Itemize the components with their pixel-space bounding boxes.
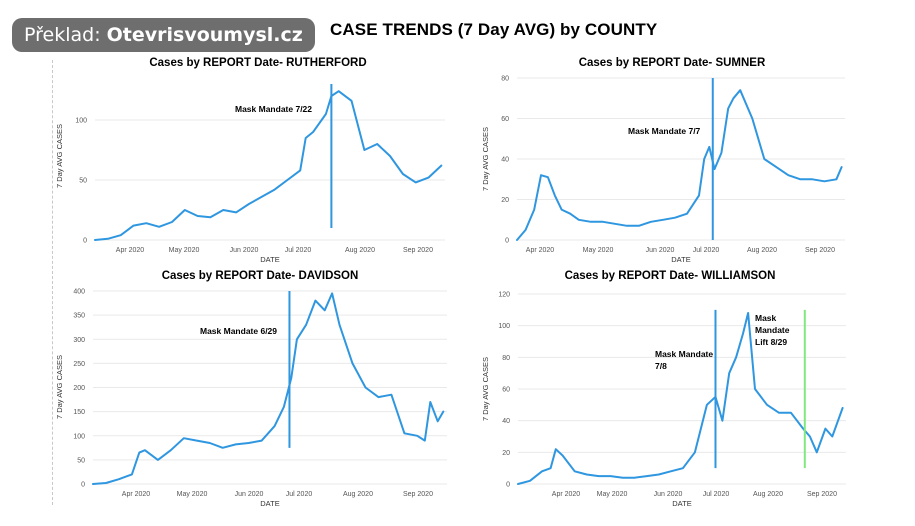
y-tick-label: 100 [73, 433, 85, 440]
y-tick-label: 40 [501, 157, 509, 164]
badge-site: Otevrisvoumysl.cz [106, 24, 303, 46]
x-tick-label: Jun 2020 [235, 491, 264, 498]
y-tick-label: 0 [506, 482, 510, 489]
x-tick-label: Apr 2020 [552, 491, 581, 498]
page-title: CASE TRENDS (7 Day AVG) by COUNTY [330, 20, 658, 39]
x-tick-label: Jul 2020 [285, 247, 312, 254]
x-axis-label: DATE [260, 499, 279, 508]
x-tick-label: Sep 2020 [807, 491, 837, 498]
y-tick-label: 20 [502, 450, 510, 457]
x-tick-label: May 2020 [177, 491, 208, 498]
y-tick-label: 120 [498, 292, 510, 299]
divider [52, 60, 53, 505]
x-tick-label: Apr 2020 [122, 491, 151, 498]
y-tick-label: 50 [77, 457, 85, 464]
x-tick-label: Aug 2020 [345, 247, 375, 254]
x-tick-label: Aug 2020 [343, 491, 373, 498]
annotation-label: Mask Mandate 7/8 [655, 349, 713, 371]
translation-badge: Překlad: Otevrisvoumysl.cz [12, 18, 315, 52]
x-tick-label: Sep 2020 [403, 491, 433, 498]
y-tick-label: 400 [73, 289, 85, 296]
y-tick-label: 350 [73, 313, 85, 320]
chart-title: Cases by REPORT Date- RUTHERFORD [149, 57, 366, 69]
x-tick-label: May 2020 [597, 491, 628, 498]
y-tick-label: 250 [73, 361, 85, 368]
annotation-label: Mask Mandate 6/29 [200, 326, 277, 336]
y-tick-label: 300 [73, 337, 85, 344]
y-tick-label: 40 [502, 418, 510, 425]
x-tick-label: Apr 2020 [116, 247, 145, 254]
series-line [94, 90, 443, 241]
y-tick-label: 100 [75, 118, 87, 125]
y-tick-label: 50 [79, 178, 87, 185]
series-line [516, 89, 843, 241]
chart-title: Cases by REPORT Date- WILLIAMSON [565, 270, 776, 282]
x-tick-label: Jun 2020 [646, 247, 675, 254]
x-tick-label: Jul 2020 [286, 491, 313, 498]
chart-title: Cases by REPORT Date- SUMNER [579, 57, 766, 69]
x-tick-label: Aug 2020 [753, 491, 783, 498]
y-tick-label: 80 [502, 355, 510, 362]
x-tick-label: Jun 2020 [230, 247, 259, 254]
y-tick-label: 80 [501, 76, 509, 83]
badge-prefix: Překlad: [24, 24, 101, 46]
x-tick-label: May 2020 [583, 247, 614, 254]
annotation-label: Mask Mandate 7/7 [628, 126, 701, 136]
y-tick-label: 60 [501, 116, 509, 123]
y-axis-label: 7 Day AVG CASES [55, 124, 64, 188]
y-tick-label: 200 [73, 385, 85, 392]
x-tick-label: Sep 2020 [805, 247, 835, 254]
y-axis-label: 7 Day AVG CASES [481, 127, 490, 191]
series-line [92, 292, 445, 485]
y-axis-label: 7 Day AVG CASES [481, 357, 490, 421]
x-axis-label: DATE [260, 255, 279, 264]
x-tick-label: Aug 2020 [747, 247, 777, 254]
x-axis-label: DATE [672, 499, 691, 508]
y-axis-label: 7 Day AVG CASES [55, 355, 64, 419]
x-tick-label: Jul 2020 [693, 247, 720, 254]
y-tick-label: 0 [81, 482, 85, 489]
series-line [517, 312, 844, 485]
x-tick-label: Jun 2020 [654, 491, 683, 498]
annotation-label: Mask Mandate 7/22 [235, 104, 312, 114]
y-tick-label: 100 [498, 323, 510, 330]
y-tick-label: 60 [502, 387, 510, 394]
annotation-label: Mask Mandate Lift 8/29 [755, 313, 790, 347]
x-tick-label: Apr 2020 [526, 247, 555, 254]
y-tick-label: 0 [83, 238, 87, 245]
y-tick-label: 0 [505, 238, 509, 245]
x-axis-label: DATE [671, 255, 690, 264]
y-tick-label: 150 [73, 409, 85, 416]
x-tick-label: Sep 2020 [403, 247, 433, 254]
x-tick-label: Jul 2020 [703, 491, 730, 498]
chart-title: Cases by REPORT Date- DAVIDSON [162, 270, 359, 282]
y-tick-label: 20 [501, 197, 509, 204]
x-tick-label: May 2020 [169, 247, 200, 254]
